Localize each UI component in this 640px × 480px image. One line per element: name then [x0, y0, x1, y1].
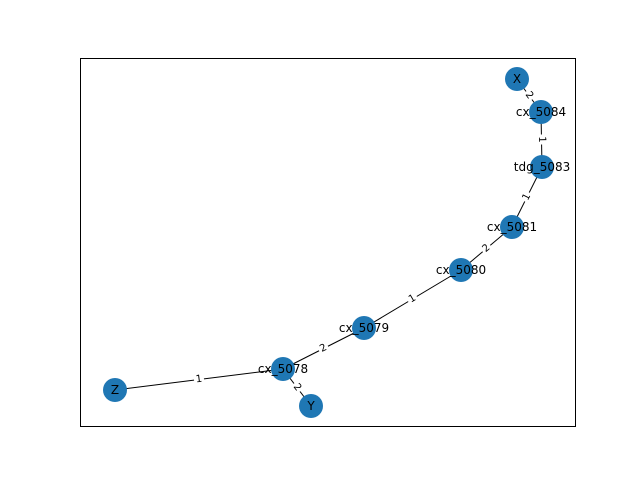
- edge-label-group: 1: [405, 291, 420, 307]
- edge-label-background: [193, 372, 205, 387]
- node-label-cx-5081: cx_5081: [487, 220, 537, 234]
- edges-layer: [114, 78, 543, 407]
- node-cx-5080: [449, 258, 473, 282]
- node-label-tdg-5083: tdg_5083: [514, 160, 570, 174]
- nodes-layer: [103, 67, 554, 418]
- edge-label-background: [478, 240, 495, 257]
- edge-label: 1: [536, 136, 547, 143]
- edge-label-group: 1: [193, 372, 205, 387]
- node-label-cx-5084: cx_5084: [516, 105, 566, 119]
- edge-label: 2: [291, 382, 304, 394]
- node-cx-5078: [271, 357, 295, 381]
- node-y: [299, 394, 323, 418]
- edge-label: 1: [195, 374, 203, 386]
- node-x: [505, 67, 529, 91]
- node-label-y: Y: [306, 399, 315, 413]
- edge-labels-layer: 2 1 1 2 1 2 1 2: [193, 87, 548, 396]
- edge-label: 2: [523, 90, 536, 102]
- edge-label: 2: [318, 342, 329, 355]
- edge-label-background: [405, 291, 420, 307]
- edge-label-group: 1: [535, 134, 548, 145]
- edge-label-background: [535, 134, 548, 145]
- node-label-cx-5080: cx_5080: [436, 263, 486, 277]
- edge-label: 1: [407, 293, 418, 306]
- node-label-cx-5078: cx_5078: [258, 362, 308, 376]
- node-label-z: Z: [111, 383, 119, 397]
- node-cx-5084: [529, 100, 553, 124]
- edge-label-background: [289, 379, 305, 396]
- edge-label-background: [316, 340, 331, 357]
- plot-frame: [80, 58, 576, 427]
- edge-label-background: [521, 87, 537, 104]
- edge-label: 2: [481, 242, 493, 255]
- edge-label-group: 2: [316, 340, 331, 357]
- node-label-cx-5079: cx_5079: [339, 321, 389, 335]
- edge-label-group: 2: [521, 87, 537, 104]
- edge-label-group: 2: [478, 240, 495, 257]
- node-z: [103, 378, 127, 402]
- node-cx-5081: [500, 215, 524, 239]
- edge-label-group: 1: [519, 189, 535, 205]
- node-tdg-5083: [530, 155, 554, 179]
- node-cx-5079: [352, 316, 376, 340]
- edge-label: 1: [521, 192, 534, 203]
- node-label-x: X: [513, 72, 521, 86]
- edge-label-background: [519, 189, 535, 205]
- node-labels-layer: Xcx_5084 tdg_5083 cx_5081 cx_5080 cx_5079 cx_…: [111, 72, 570, 413]
- edge-label-group: 2: [289, 379, 305, 396]
